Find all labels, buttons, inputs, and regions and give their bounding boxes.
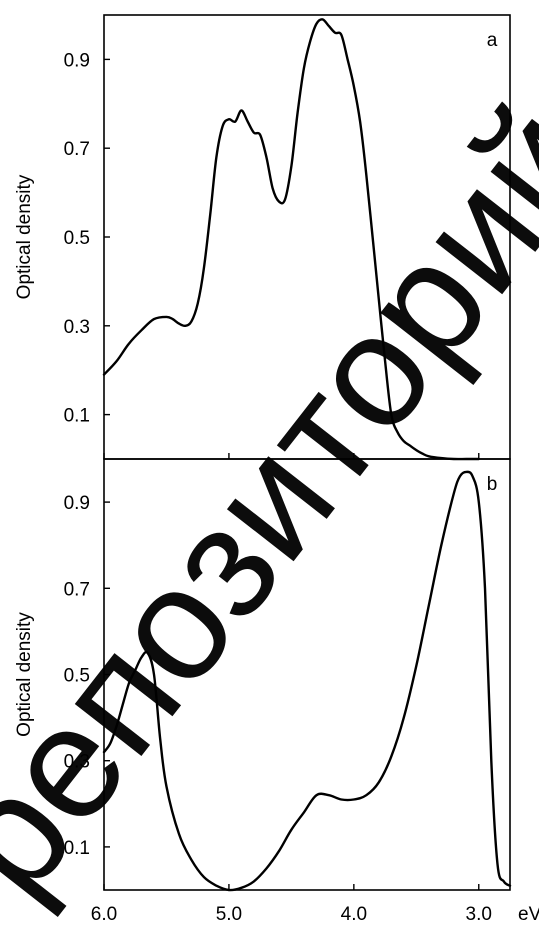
y-tick-label: 0.9 (64, 50, 90, 71)
y-tick-label: 0.3 (64, 317, 90, 338)
y-tick-label: 0.1 (64, 406, 90, 427)
series-line (102, 470, 512, 892)
y-tick-label: 0.5 (64, 228, 90, 249)
y-tick-label: 0.9 (64, 493, 90, 514)
y-tick-label: 0.7 (64, 139, 90, 160)
y-tick-label: 0.3 (64, 752, 90, 773)
series-line (102, 18, 480, 461)
x-unit-label: eV (518, 904, 539, 925)
y-axis-title: Optical density (14, 174, 35, 299)
x-tick-label: 6.0 (91, 904, 117, 925)
panel-b: 0.1 0.3 0.5 0.7 0.9 6.0 5.0 4.0 3.0 eV Optical den… (14, 458, 539, 925)
x-tick-label: 4.0 (341, 904, 367, 925)
panel-letter: b (487, 474, 498, 495)
y-tick-label: 0.7 (64, 579, 90, 600)
panel-letter: a (487, 30, 498, 51)
x-tick-label: 5.0 (216, 904, 242, 925)
y-tick-label: 0.5 (64, 666, 90, 687)
x-tick-label: 3.0 (466, 904, 492, 925)
y-axis-title: Optical density (14, 612, 35, 737)
y-tick-label: 0.1 (64, 838, 90, 859)
